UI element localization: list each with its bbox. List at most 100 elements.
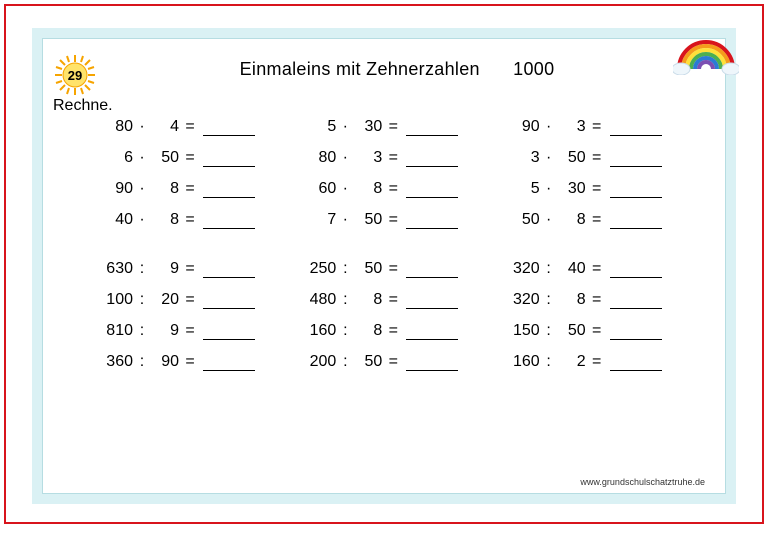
problem-column: 90·3=3·50=5·30=50·8=: [506, 108, 699, 232]
answer-blank[interactable]: [610, 151, 662, 167]
operand-b: 4: [151, 118, 179, 136]
equals-sign: =: [586, 322, 608, 340]
operator: ·: [133, 118, 151, 136]
answer-blank[interactable]: [610, 262, 662, 278]
equals-sign: =: [179, 211, 201, 229]
answer-blank[interactable]: [203, 151, 255, 167]
problem-row: 630:9=: [99, 250, 292, 278]
problem-row: 200:50=: [302, 343, 495, 371]
operand-a: 160: [302, 322, 336, 340]
operand-a: 7: [302, 211, 336, 229]
operator: :: [133, 260, 151, 278]
operand-a: 3: [506, 149, 540, 167]
answer-blank[interactable]: [406, 151, 458, 167]
operand-b: 2: [558, 353, 586, 371]
operand-b: 3: [354, 149, 382, 167]
equals-sign: =: [382, 291, 404, 309]
answer-blank[interactable]: [203, 262, 255, 278]
answer-blank[interactable]: [406, 182, 458, 198]
operand-b: 8: [354, 180, 382, 198]
operand-a: 320: [506, 291, 540, 309]
answer-blank[interactable]: [610, 324, 662, 340]
answer-blank[interactable]: [406, 120, 458, 136]
operand-a: 80: [302, 149, 336, 167]
operand-b: 8: [151, 211, 179, 229]
answer-blank[interactable]: [610, 120, 662, 136]
answer-blank[interactable]: [203, 293, 255, 309]
answer-blank[interactable]: [203, 355, 255, 371]
operator: :: [133, 353, 151, 371]
operand-b: 3: [558, 118, 586, 136]
answer-blank[interactable]: [406, 324, 458, 340]
operand-a: 50: [506, 211, 540, 229]
problem-row: 320:40=: [506, 250, 699, 278]
operand-a: 100: [99, 291, 133, 309]
answer-blank[interactable]: [406, 213, 458, 229]
answer-blank[interactable]: [610, 182, 662, 198]
problem-row: 150:50=: [506, 312, 699, 340]
problem-row: 810:9=: [99, 312, 292, 340]
problem-row: 480:8=: [302, 281, 495, 309]
answer-blank[interactable]: [610, 293, 662, 309]
equals-sign: =: [382, 260, 404, 278]
rainbow-icon: [673, 25, 739, 75]
operator: ·: [133, 149, 151, 167]
equals-sign: =: [586, 291, 608, 309]
equals-sign: =: [382, 180, 404, 198]
operand-b: 8: [558, 291, 586, 309]
operand-b: 50: [558, 149, 586, 167]
problem-row: 320:8=: [506, 281, 699, 309]
equals-sign: =: [586, 149, 608, 167]
equals-sign: =: [586, 180, 608, 198]
answer-blank[interactable]: [203, 324, 255, 340]
operand-a: 40: [99, 211, 133, 229]
answer-blank[interactable]: [203, 213, 255, 229]
problem-column: 630:9=100:20=810:9=360:90=: [99, 250, 292, 374]
sun-icon: 29: [53, 53, 97, 97]
problem-row: 40·8=: [99, 201, 292, 229]
answer-blank[interactable]: [203, 182, 255, 198]
problem-row: 6·50=: [99, 139, 292, 167]
operand-a: 6: [99, 149, 133, 167]
operator: :: [540, 353, 558, 371]
operator: :: [336, 260, 354, 278]
operator: :: [336, 291, 354, 309]
equals-sign: =: [179, 322, 201, 340]
problem-row: 160:8=: [302, 312, 495, 340]
operator: ·: [336, 118, 354, 136]
operand-a: 480: [302, 291, 336, 309]
operand-a: 5: [302, 118, 336, 136]
title-number: 1000: [513, 59, 554, 79]
equals-sign: =: [179, 180, 201, 198]
equals-sign: =: [179, 260, 201, 278]
operand-b: 8: [151, 180, 179, 198]
problem-column: 320:40=320:8=150:50=160:2=: [506, 250, 699, 374]
answer-blank[interactable]: [610, 213, 662, 229]
operand-a: 90: [506, 118, 540, 136]
operator: :: [133, 291, 151, 309]
operand-a: 810: [99, 322, 133, 340]
operator: :: [336, 322, 354, 340]
equals-sign: =: [179, 353, 201, 371]
problem-row: 3·50=: [506, 139, 699, 167]
operator: ·: [540, 149, 558, 167]
answer-blank[interactable]: [406, 262, 458, 278]
problem-row: 160:2=: [506, 343, 699, 371]
answer-blank[interactable]: [406, 355, 458, 371]
answer-blank[interactable]: [610, 355, 662, 371]
problem-row: 100:20=: [99, 281, 292, 309]
operand-a: 160: [506, 353, 540, 371]
operand-a: 90: [99, 180, 133, 198]
inner-cyan-frame: 29 Rechne. Einmaleins mit Zehnerzahlen 1…: [32, 28, 736, 504]
equals-sign: =: [382, 149, 404, 167]
answer-blank[interactable]: [203, 120, 255, 136]
operator: ·: [336, 180, 354, 198]
problem-row: 50·8=: [506, 201, 699, 229]
equals-sign: =: [179, 149, 201, 167]
operand-a: 360: [99, 353, 133, 371]
instruction-label: Rechne.: [53, 97, 113, 115]
answer-blank[interactable]: [406, 293, 458, 309]
problem-grid: 80·4=6·50=90·8=40·8=5·30=80·3=60·8=7·50=…: [99, 108, 699, 392]
worksheet-sheet: 29 Rechne. Einmaleins mit Zehnerzahlen 1…: [42, 38, 726, 494]
equals-sign: =: [586, 118, 608, 136]
